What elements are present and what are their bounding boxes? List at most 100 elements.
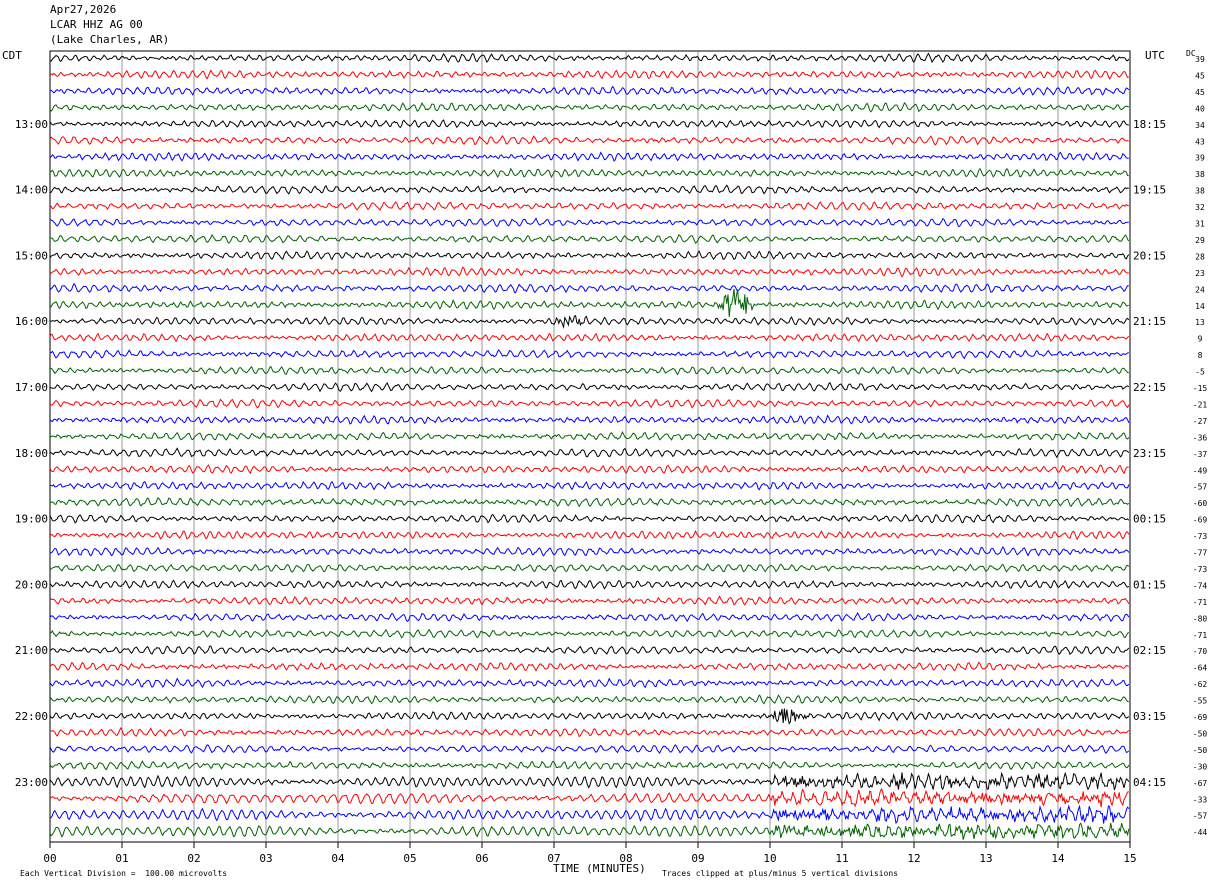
dc-offset-label: -80 — [1193, 614, 1208, 623]
seismic-trace — [49, 430, 1130, 441]
seismic-trace — [49, 822, 1130, 840]
right-time-label: 04:15 — [1133, 776, 1166, 789]
dc-offset-label: -55 — [1193, 697, 1208, 706]
x-tick-label: 00 — [43, 852, 56, 865]
seismic-trace — [49, 726, 1130, 738]
dc-offset-label: 38 — [1195, 170, 1205, 179]
seismic-trace — [49, 497, 1130, 508]
dc-offset-label: 23 — [1195, 269, 1205, 278]
seismic-trace — [49, 52, 1130, 64]
seismic-trace — [49, 744, 1130, 755]
seismic-trace — [49, 677, 1130, 689]
seismic-trace — [49, 349, 1129, 360]
seismic-trace — [49, 760, 1130, 771]
seismic-trace — [49, 135, 1129, 146]
dc-offset-label: -50 — [1193, 729, 1208, 738]
x-axis-label: TIME (MINUTES) — [553, 862, 646, 875]
x-tick-label: 10 — [763, 852, 776, 865]
dc-offset-label: -37 — [1193, 450, 1208, 459]
dc-offset-label: -15 — [1193, 384, 1208, 393]
seismic-trace — [49, 201, 1129, 211]
scale-note: Each Vertical Division = 100.00 microvol… — [20, 869, 228, 878]
right-time-label: 21:15 — [1133, 315, 1166, 328]
seismic-trace — [49, 771, 1130, 791]
x-tick-label: 08 — [619, 852, 632, 865]
right-time-label: 23:15 — [1133, 447, 1166, 460]
dc-offset-label: -67 — [1193, 779, 1208, 788]
right-time-label: 03:15 — [1133, 710, 1166, 723]
seismic-trace — [49, 69, 1129, 80]
dc-offset-label: 34 — [1195, 121, 1205, 130]
left-time-label: 19:00 — [15, 513, 48, 526]
x-tick-label: 03 — [259, 852, 272, 865]
left-zone-label: CDT — [2, 49, 22, 62]
right-time-label: 02:15 — [1133, 644, 1166, 657]
x-tick-label: 09 — [691, 852, 704, 865]
dc-offset-label: -57 — [1193, 483, 1208, 492]
seismic-trace — [49, 234, 1130, 245]
x-tick-label: 05 — [403, 852, 416, 865]
x-tick-label: 06 — [475, 852, 488, 865]
clip-note: Traces clipped at plus/minus 5 vertical … — [662, 869, 899, 878]
right-time-label: 22:15 — [1133, 381, 1166, 394]
left-time-label: 14:00 — [15, 184, 48, 197]
left-time-label: 17:00 — [15, 381, 48, 394]
seismic-trace — [49, 365, 1129, 376]
right-time-label: 01:15 — [1133, 578, 1166, 591]
left-time-label: 21:00 — [15, 644, 48, 657]
left-time-label: 23:00 — [15, 776, 48, 789]
dc-offset-label: 24 — [1195, 285, 1205, 294]
seismic-trace — [49, 447, 1130, 459]
x-tick-label: 15 — [1123, 852, 1136, 865]
dc-offset-label: -33 — [1193, 795, 1208, 804]
x-tick-label: 07 — [547, 852, 560, 865]
dc-offset-label: -36 — [1193, 433, 1208, 442]
dc-offset-label: -30 — [1193, 762, 1208, 771]
station-label: LCAR HHZ AG 00 — [50, 18, 143, 31]
left-time-label: 13:00 — [15, 118, 48, 131]
seismic-trace — [49, 217, 1129, 228]
x-tick-label: 13 — [979, 852, 992, 865]
dc-offset-label: -50 — [1193, 746, 1208, 755]
left-time-label: 16:00 — [15, 315, 48, 328]
seismic-trace — [49, 102, 1130, 113]
seismic-trace — [49, 398, 1130, 409]
dc-offset-label: -44 — [1193, 828, 1208, 837]
plot-frame — [49, 50, 1131, 843]
dc-offset-label: 9 — [1198, 335, 1203, 344]
dc-offset-label: -74 — [1193, 581, 1208, 590]
left-time-label: 15:00 — [15, 249, 48, 262]
date-label: Apr27,2026 — [50, 3, 117, 16]
right-time-label: 19:15 — [1133, 184, 1166, 197]
dc-offset-label: 39 — [1195, 55, 1205, 64]
seismic-trace — [49, 546, 1130, 557]
seismic-trace — [49, 250, 1130, 261]
seismic-trace — [49, 611, 1130, 623]
location-label: (Lake Charles, AR) — [50, 33, 170, 46]
x-tick-label: 02 — [187, 852, 200, 865]
seismic-trace — [49, 167, 1129, 179]
dc-offset-label: -71 — [1193, 631, 1208, 640]
x-tick-label: 04 — [331, 852, 345, 865]
dc-offset-label: 40 — [1195, 104, 1205, 113]
dc-offset-label: 45 — [1195, 88, 1205, 97]
left-time-label: 18:00 — [15, 447, 48, 460]
dc-offset-label: -77 — [1193, 549, 1208, 558]
dc-offset-label: 32 — [1195, 203, 1205, 212]
dc-offset-label: -73 — [1193, 532, 1208, 541]
seismic-trace — [49, 708, 1130, 725]
seismic-trace — [49, 332, 1130, 343]
dc-offset-label: -69 — [1193, 713, 1208, 722]
seismic-trace — [49, 694, 1129, 705]
x-tick-label: 01 — [115, 852, 128, 865]
seismic-trace — [49, 288, 1129, 317]
seismic-trace — [49, 804, 1130, 825]
dc-offset-label: -49 — [1193, 466, 1208, 475]
seismic-trace — [49, 563, 1130, 573]
right-zone-label: UTC — [1145, 49, 1165, 62]
dc-offset-label: 29 — [1195, 236, 1205, 245]
dc-offset-label: -27 — [1193, 417, 1208, 426]
seismic-trace — [49, 266, 1129, 278]
dc-offset-label: -73 — [1193, 565, 1208, 574]
